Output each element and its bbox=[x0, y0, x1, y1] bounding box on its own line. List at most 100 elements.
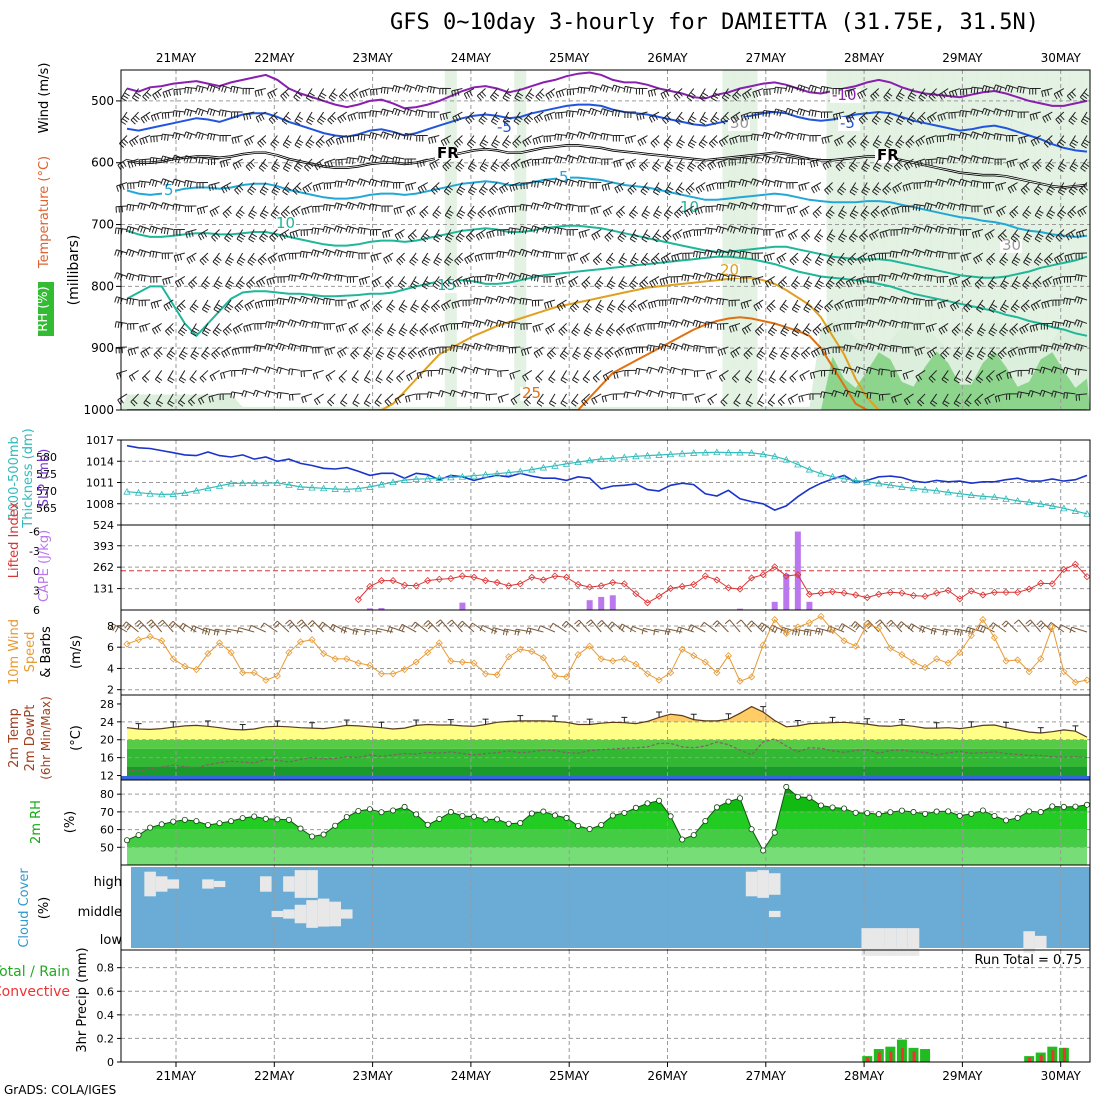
wind-barb bbox=[532, 322, 544, 333]
wind-speed-marker bbox=[470, 659, 478, 667]
wind-barb bbox=[565, 110, 579, 118]
wind-barb bbox=[439, 346, 451, 354]
wind-barb bbox=[403, 84, 417, 93]
rh-marker bbox=[1060, 803, 1067, 810]
rh-marker bbox=[204, 821, 211, 828]
wind-barb bbox=[895, 88, 905, 102]
wind-barb bbox=[614, 346, 625, 358]
wind-barb bbox=[549, 622, 567, 633]
thickness-marker bbox=[505, 468, 513, 476]
wind-barb bbox=[925, 158, 937, 166]
wind-barb bbox=[704, 272, 718, 281]
wind-speed-marker bbox=[331, 655, 339, 663]
wind-barb bbox=[127, 182, 139, 190]
wind-barb bbox=[803, 276, 813, 290]
wind-barb bbox=[428, 135, 440, 145]
wind-barb bbox=[789, 252, 799, 266]
wind-barb bbox=[209, 205, 220, 217]
wind-barb bbox=[854, 320, 868, 329]
wind-barb bbox=[348, 88, 359, 100]
wind-barb bbox=[533, 111, 544, 124]
wind-speed-marker bbox=[817, 612, 825, 620]
wind-barb bbox=[340, 626, 359, 634]
rh-marker bbox=[378, 809, 385, 816]
wind-barb bbox=[1006, 393, 1018, 400]
thickness-marker bbox=[343, 485, 351, 493]
rh-marker bbox=[517, 820, 524, 827]
li-marker bbox=[724, 584, 733, 592]
wind-barb bbox=[912, 297, 926, 306]
wind-barb bbox=[380, 155, 394, 164]
cape-bar bbox=[586, 600, 593, 610]
wind-barb bbox=[519, 272, 532, 281]
wind-barb bbox=[870, 88, 880, 101]
wind-barb bbox=[456, 205, 466, 219]
wind-barb bbox=[236, 229, 246, 243]
wind-barb bbox=[121, 88, 130, 102]
wind-barb bbox=[606, 276, 616, 290]
wind-barb bbox=[453, 135, 464, 148]
wind-barb bbox=[699, 88, 709, 102]
li-marker bbox=[516, 580, 524, 588]
wind-barb bbox=[660, 88, 671, 100]
thickness-marker bbox=[539, 463, 548, 471]
wind-barb bbox=[386, 299, 396, 313]
rh-marker bbox=[551, 812, 558, 819]
wind-barb bbox=[821, 135, 833, 145]
wind-barb bbox=[279, 229, 290, 241]
wind-barb bbox=[1039, 389, 1053, 398]
wind-barb bbox=[271, 182, 281, 196]
wind-barb bbox=[542, 250, 556, 259]
wind-barb bbox=[870, 205, 880, 219]
wind-barb bbox=[732, 88, 742, 102]
wind-barb bbox=[1023, 229, 1033, 243]
wind-barb bbox=[281, 111, 291, 125]
wind-barb bbox=[681, 274, 694, 282]
thickness-marker bbox=[435, 474, 443, 481]
rh-marker bbox=[401, 803, 408, 810]
wind-barb bbox=[1069, 158, 1079, 172]
rh-marker bbox=[875, 811, 882, 818]
wind-barb bbox=[452, 111, 463, 123]
wind-barb bbox=[299, 250, 313, 259]
thickness-marker bbox=[285, 481, 293, 488]
wind-barb bbox=[172, 131, 185, 141]
wind-barb bbox=[653, 205, 662, 219]
wind-barb bbox=[429, 323, 440, 335]
wind-barb bbox=[140, 111, 151, 124]
cloud-cover-bar bbox=[155, 876, 168, 892]
thickness-marker bbox=[632, 452, 640, 460]
rh-marker bbox=[575, 822, 582, 829]
wind-barb bbox=[1074, 274, 1088, 282]
wind-barb bbox=[391, 107, 405, 117]
cloud-cover-bar bbox=[873, 928, 885, 956]
wind-barb bbox=[461, 343, 475, 352]
wind-barb bbox=[310, 272, 324, 281]
wind-speed-marker bbox=[933, 655, 941, 663]
wind-barb bbox=[337, 111, 348, 124]
pressure-axis-label: (millibars) bbox=[66, 235, 82, 306]
wind-barb bbox=[974, 276, 984, 289]
date-label-top: 21MAY bbox=[156, 51, 197, 65]
temp-axis-label-3: (6hr Min/Max) bbox=[39, 696, 53, 780]
cloud-cover-bar bbox=[271, 910, 284, 918]
wind-barb bbox=[594, 276, 604, 290]
wind-barb bbox=[556, 299, 567, 312]
wind-barb bbox=[270, 135, 280, 149]
wind-barb bbox=[109, 623, 128, 633]
wind-barb bbox=[786, 205, 798, 215]
wind-barb bbox=[635, 87, 648, 95]
rh-marker bbox=[239, 815, 246, 822]
wind-barb bbox=[416, 393, 428, 401]
wind-barb bbox=[236, 252, 246, 266]
wind-barb bbox=[1053, 252, 1065, 265]
wind-barb bbox=[948, 88, 960, 98]
wind-barb bbox=[236, 627, 255, 634]
wind-barb bbox=[680, 319, 694, 328]
date-label-bottom: 24MAY bbox=[451, 1069, 492, 1083]
wind-tick-label: 8 bbox=[107, 620, 114, 633]
wind-barb bbox=[672, 229, 683, 241]
wind-barb bbox=[130, 111, 140, 125]
wind-barb bbox=[662, 111, 672, 125]
wind-barb bbox=[889, 272, 903, 281]
